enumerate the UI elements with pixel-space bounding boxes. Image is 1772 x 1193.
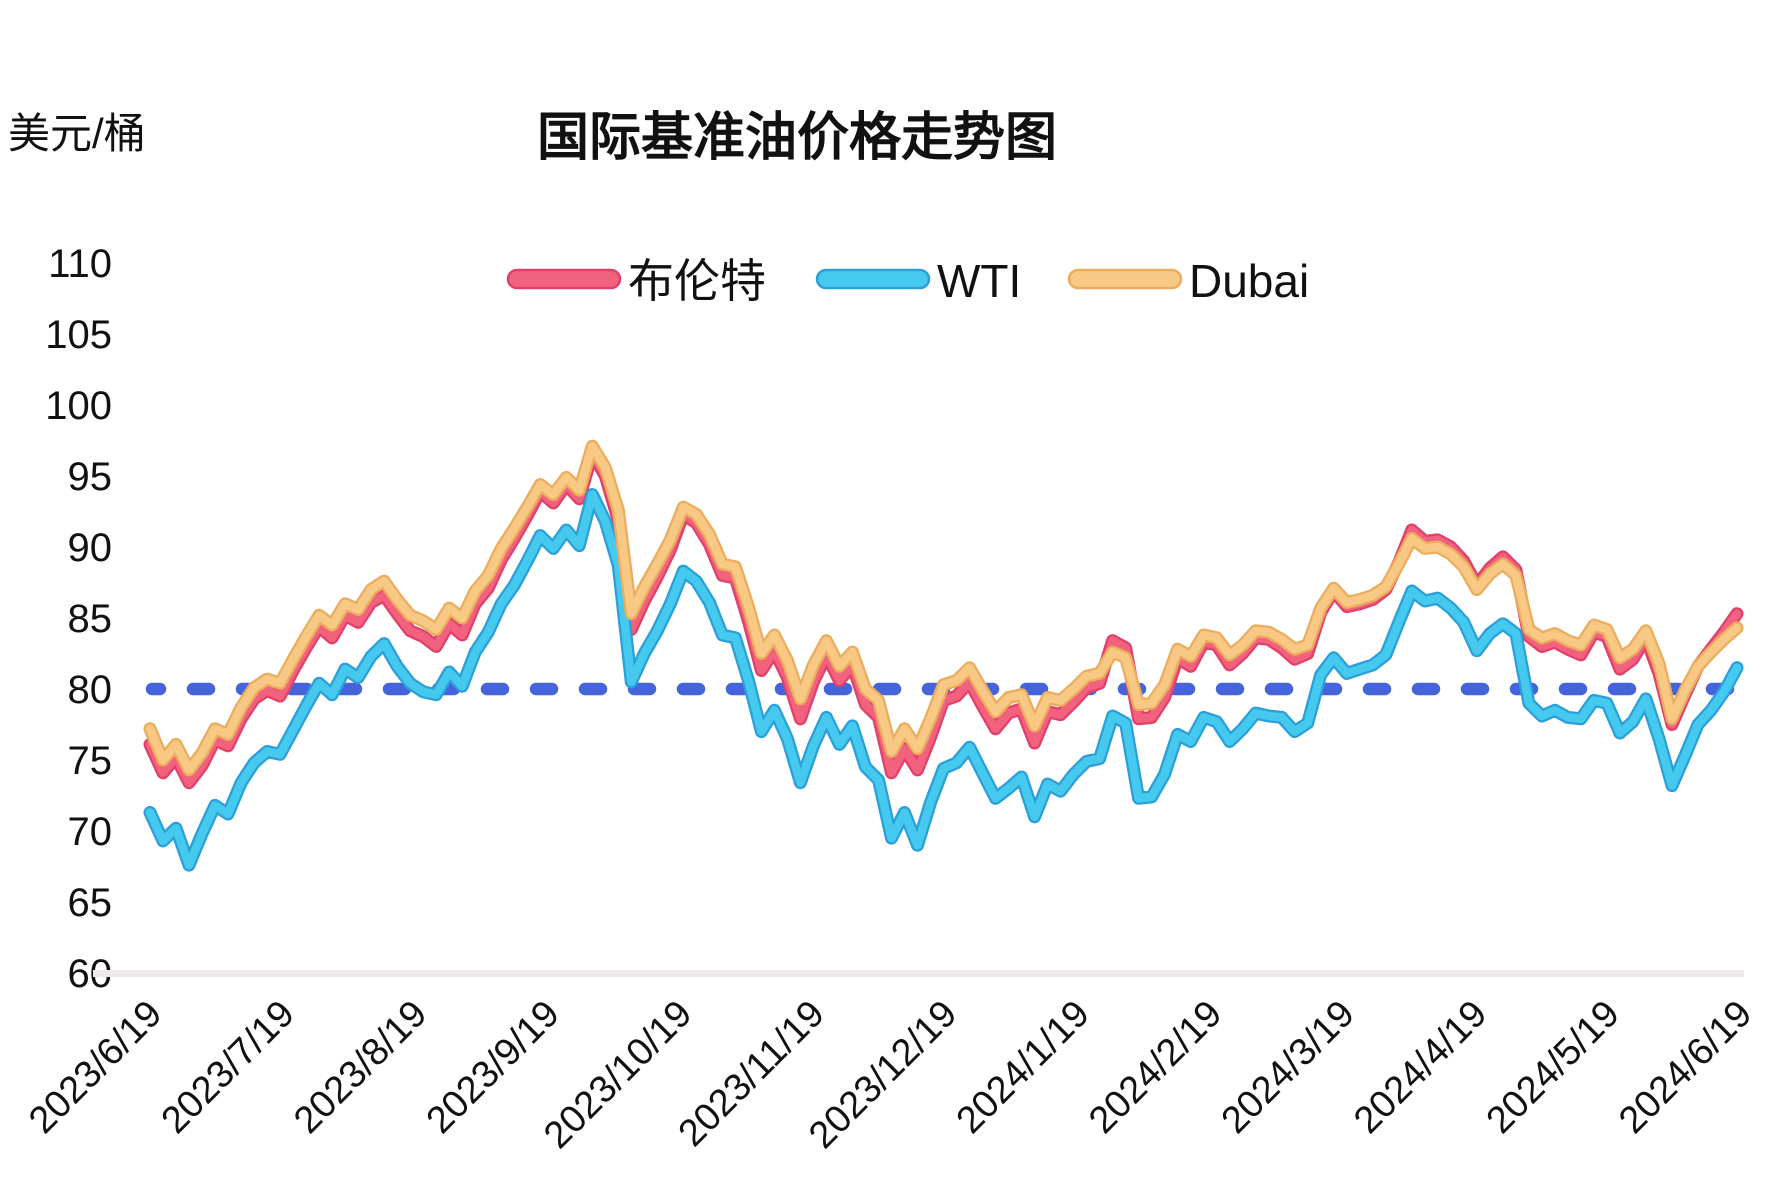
- chart-title: 国际基准油价格走势图: [537, 109, 1057, 167]
- wti-line: [145, 490, 1742, 870]
- legend-label-wti: WTI: [937, 255, 1021, 307]
- y-axis-unit-label: 美元/桶: [8, 110, 146, 157]
- dubai-line: [145, 441, 1742, 775]
- y-tick-label-100: 100: [45, 384, 112, 428]
- y-tick-label-85: 85: [68, 597, 113, 641]
- legend-swatch-brent: [506, 268, 622, 290]
- legend-swatch-wti: [815, 268, 931, 290]
- legend-label-brent: 布伦特: [628, 255, 766, 307]
- x-axis-baseline: [93, 970, 1744, 977]
- legend-swatch-dubai: [1067, 268, 1183, 290]
- y-tick-label-110: 110: [48, 242, 112, 286]
- y-tick-label-105: 105: [45, 313, 112, 357]
- y-tick-label-95: 95: [68, 455, 113, 499]
- y-tick-label-90: 90: [68, 526, 113, 570]
- y-tick-label-80: 80: [68, 668, 113, 712]
- series-lines: [143, 439, 1744, 872]
- legend-label-dubai: Dubai: [1189, 255, 1309, 307]
- y-tick-label-70: 70: [68, 810, 113, 854]
- y-tick-label-75: 75: [68, 739, 113, 783]
- y-tick-label-65: 65: [68, 881, 113, 925]
- legend: 布伦特 WTI Dubai: [506, 255, 1309, 307]
